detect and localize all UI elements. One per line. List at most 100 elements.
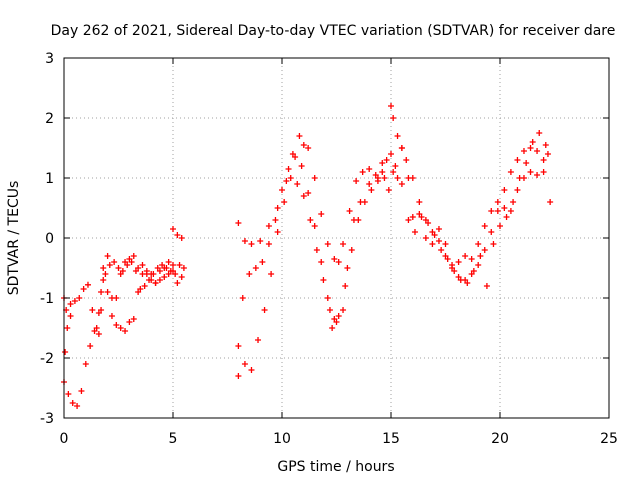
data-point — [259, 259, 266, 265]
y-axis-label: SDTVAR / TECUs — [6, 181, 22, 296]
data-point — [520, 175, 527, 181]
data-point — [305, 145, 312, 151]
data-point — [335, 313, 342, 319]
data-point — [405, 217, 412, 223]
data-point — [307, 217, 314, 223]
data-point — [239, 295, 246, 301]
data-point — [100, 265, 107, 271]
data-point — [265, 223, 272, 229]
series-track-i — [388, 145, 547, 268]
data-point — [152, 280, 159, 286]
data-point — [178, 274, 185, 280]
data-point — [422, 235, 429, 241]
data-point — [296, 133, 303, 139]
data-point — [174, 232, 181, 238]
data-point — [379, 169, 386, 175]
data-point — [180, 265, 187, 271]
data-point — [148, 277, 155, 283]
data-point — [490, 241, 497, 247]
data-point — [104, 289, 111, 295]
data-point — [62, 349, 69, 355]
data-point — [366, 181, 373, 187]
data-point — [355, 217, 362, 223]
data-point — [87, 343, 94, 349]
data-point — [481, 223, 488, 229]
data-point — [481, 247, 488, 253]
data-point — [67, 301, 74, 307]
data-point — [274, 205, 281, 211]
x-axis-label: GPS time / hours — [277, 459, 394, 475]
data-point — [457, 277, 464, 283]
data-point — [442, 241, 449, 247]
data-point — [161, 265, 168, 271]
x-tick-label: 5 — [169, 431, 178, 447]
data-points — [61, 103, 554, 409]
data-point — [335, 259, 342, 265]
axis-ticks: 0 5 10 15 20 25 -3 -2 -1 0 1 2 3 — [40, 51, 618, 447]
series-track-b — [61, 253, 185, 409]
data-point — [300, 142, 307, 148]
data-point — [411, 229, 418, 235]
data-point — [475, 241, 482, 247]
y-tick-label: -3 — [40, 411, 54, 427]
data-point — [366, 166, 373, 172]
data-point — [287, 175, 294, 181]
data-point — [510, 199, 517, 205]
data-point — [165, 271, 172, 277]
data-point — [429, 241, 436, 247]
data-point — [329, 325, 336, 331]
series-track-g — [388, 103, 551, 283]
data-point — [313, 247, 320, 253]
data-point — [272, 217, 279, 223]
data-point — [435, 226, 442, 232]
data-point — [381, 175, 388, 181]
data-point — [488, 229, 495, 235]
series-track-f — [235, 175, 388, 379]
data-point — [298, 163, 305, 169]
data-point — [497, 223, 503, 229]
y-tick-label: 3 — [45, 51, 54, 67]
data-point — [527, 145, 534, 151]
data-point — [368, 187, 375, 193]
data-point — [281, 199, 288, 205]
series-track-d — [235, 133, 390, 265]
data-point — [534, 172, 541, 178]
data-point — [141, 283, 148, 289]
series-track-e — [235, 154, 386, 349]
data-point — [503, 214, 510, 220]
data-point — [477, 253, 484, 259]
gridlines — [64, 58, 609, 418]
data-point — [74, 403, 81, 409]
data-point — [246, 271, 253, 277]
data-point — [529, 139, 536, 145]
x-tick-label: 10 — [273, 431, 291, 447]
x-tick-label: 20 — [491, 431, 509, 447]
data-point — [176, 262, 183, 268]
data-point — [344, 265, 351, 271]
data-point — [235, 220, 242, 226]
data-point — [340, 307, 347, 313]
data-point — [283, 178, 290, 184]
data-point — [170, 268, 176, 274]
data-point — [547, 199, 554, 205]
data-point — [82, 361, 89, 367]
data-point — [69, 400, 76, 406]
data-point — [161, 274, 168, 280]
data-point — [130, 316, 137, 322]
data-point — [331, 316, 338, 322]
data-point — [353, 178, 360, 184]
data-point — [394, 133, 401, 139]
data-point — [444, 256, 451, 262]
data-point — [165, 259, 172, 265]
data-point — [388, 151, 394, 157]
data-point — [305, 190, 312, 196]
data-point — [130, 253, 137, 259]
data-point — [383, 157, 390, 163]
series-track-h — [385, 130, 554, 289]
data-point — [540, 169, 547, 175]
data-point — [235, 373, 242, 379]
data-point — [143, 271, 150, 277]
data-point — [405, 175, 412, 181]
data-point — [544, 151, 551, 157]
